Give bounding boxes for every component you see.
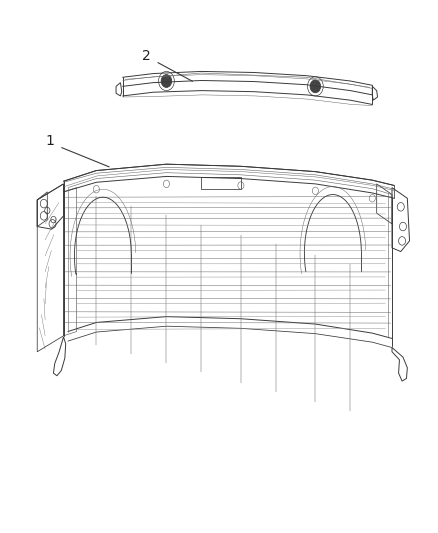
Circle shape xyxy=(310,80,321,93)
Text: 2: 2 xyxy=(142,49,151,63)
Circle shape xyxy=(161,75,172,87)
Text: 1: 1 xyxy=(46,134,55,148)
